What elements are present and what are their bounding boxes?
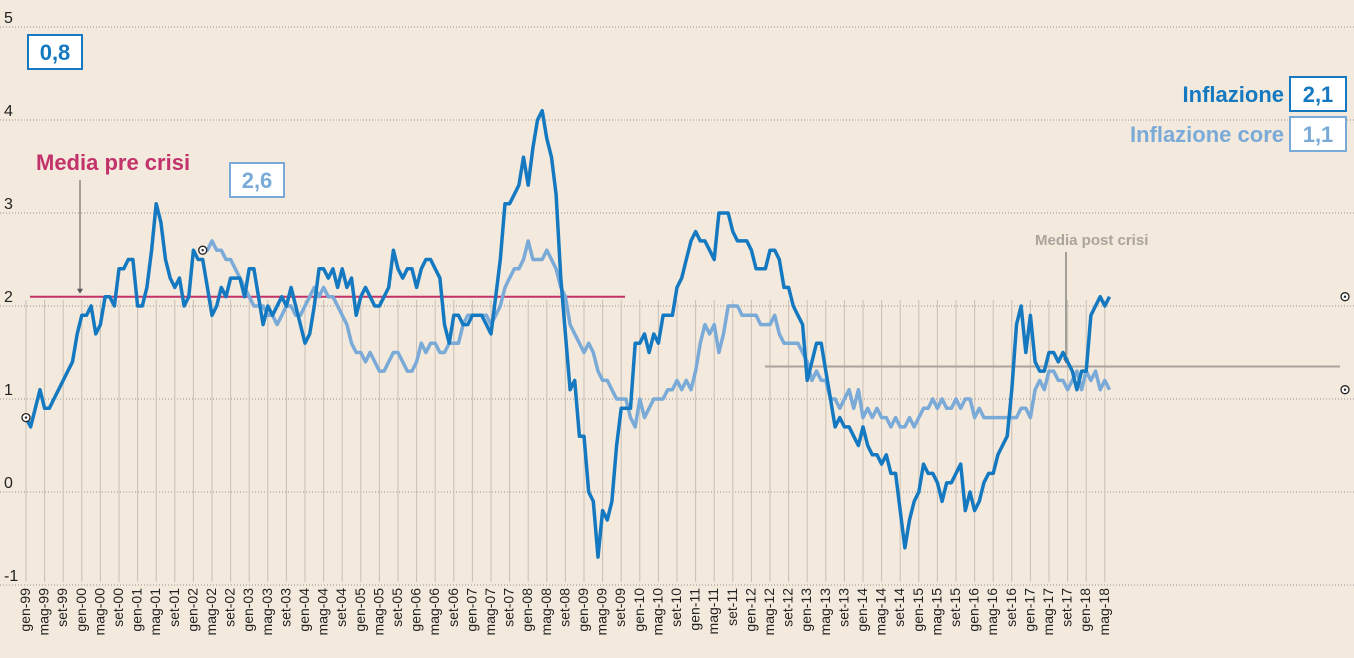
x-tick-label: gen-06 xyxy=(408,588,424,632)
legend-inflazione: Inflazione xyxy=(1183,82,1284,107)
value-inflazione: 2,1 xyxy=(1303,82,1334,107)
x-tick-label: set-99 xyxy=(54,588,70,627)
x-tick-label: mag-11 xyxy=(705,588,721,635)
x-tick-label: gen-17 xyxy=(1021,588,1037,632)
x-tick-label: gen-99 xyxy=(17,588,33,632)
x-tick-label: gen-10 xyxy=(631,588,647,632)
x-tick-label: set-13 xyxy=(835,588,851,627)
series-line-inflazione xyxy=(24,108,1112,559)
x-tick-label: set-05 xyxy=(389,588,405,627)
x-tick-label: set-08 xyxy=(556,588,572,627)
x-tick-label: mag-18 xyxy=(1096,588,1112,636)
start-marker-inflazione-dot xyxy=(24,416,28,419)
x-tick-label: set-11 xyxy=(724,588,740,626)
x-tick-label: mag-17 xyxy=(1040,588,1056,636)
x-tick-label: set-15 xyxy=(947,588,963,627)
month-ticks xyxy=(25,300,1106,582)
x-tick-label: set-00 xyxy=(110,588,126,627)
media-post-crisi-label: Media post crisi xyxy=(1035,232,1148,249)
y-axis: -1 0 1 2 3 4 5 xyxy=(4,10,18,585)
x-tick-label: gen-07 xyxy=(463,588,479,632)
x-tick-label: mag-02 xyxy=(203,588,219,636)
x-tick-label: mag-12 xyxy=(761,588,777,636)
x-tick-label: gen-14 xyxy=(854,588,870,632)
x-tick-label: set-10 xyxy=(668,588,684,627)
x-tick-label: mag-16 xyxy=(984,588,1000,636)
x-tick-label: mag-10 xyxy=(649,588,665,636)
x-tick-label: gen-09 xyxy=(575,588,591,632)
x-tick-label: set-01 xyxy=(166,588,182,627)
x-tick-label: set-14 xyxy=(891,588,907,627)
x-tick-label: set-03 xyxy=(277,588,293,627)
y-tick-label: -1 xyxy=(4,568,18,585)
x-tick-label: set-09 xyxy=(612,588,628,627)
reference-lines xyxy=(30,180,1340,368)
x-tick-label: gen-02 xyxy=(184,588,200,632)
x-tick-label: mag-03 xyxy=(259,588,275,636)
x-tick-label: set-04 xyxy=(333,588,349,627)
legend-inflazione-core: Inflazione core xyxy=(1130,122,1284,147)
x-tick-label: gen-04 xyxy=(296,588,312,632)
series-line-inflazione-core xyxy=(202,239,1112,429)
y-tick-label: 4 xyxy=(4,103,13,120)
y-tick-label: 5 xyxy=(4,10,13,27)
x-tick-label: gen-15 xyxy=(910,588,926,632)
value-core: 1,1 xyxy=(1303,122,1334,147)
x-tick-label: gen-12 xyxy=(742,588,758,632)
y-tick-label: 2 xyxy=(4,289,13,306)
value-box-core: 1,1 xyxy=(1289,116,1347,152)
start-box-core: 2,6 xyxy=(229,162,285,198)
x-tick-label: set-12 xyxy=(780,588,796,627)
x-tick-label: mag-13 xyxy=(817,588,833,636)
media-pre-crisi-label: Media pre crisi xyxy=(36,150,190,175)
x-tick-label: gen-05 xyxy=(352,588,368,632)
media-pre-arrowhead xyxy=(77,288,83,294)
x-tick-label: mag-05 xyxy=(370,588,386,636)
x-tick-label: mag-99 xyxy=(36,588,52,636)
x-tick-label: mag-08 xyxy=(538,588,554,636)
start-marker-core-dot xyxy=(201,249,204,252)
end-marker-inflazione-dot xyxy=(1343,295,1347,298)
x-tick-label: gen-11 xyxy=(687,588,703,631)
x-tick-label: gen-03 xyxy=(240,588,256,632)
end-marker-core-dot xyxy=(1343,388,1347,391)
x-tick-label: gen-00 xyxy=(73,588,89,632)
x-tick-label: mag-14 xyxy=(873,588,889,636)
start-value-core: 2,6 xyxy=(242,168,273,193)
y-tick-label: 3 xyxy=(4,196,13,213)
value-box-inflazione: 2,1 xyxy=(1289,76,1347,112)
x-tick-label: gen-16 xyxy=(966,588,982,632)
x-tick-label: set-16 xyxy=(1003,588,1019,627)
x-axis: gen-99 mag-99 set-99 gen-00 mag-00 set-00 gen-… xyxy=(17,588,1112,636)
x-tick-label: mag-06 xyxy=(426,588,442,636)
x-tick-label: mag-15 xyxy=(928,588,944,636)
y-tick-label: 1 xyxy=(4,382,13,399)
x-tick-label: mag-09 xyxy=(594,588,610,636)
start-box-inflazione: 0,8 xyxy=(27,34,83,70)
x-tick-label: set-17 xyxy=(1059,588,1075,627)
x-tick-label: mag-04 xyxy=(315,588,331,636)
series-layer xyxy=(21,108,1350,559)
x-tick-label: set-07 xyxy=(501,588,517,627)
x-tick-label: set-06 xyxy=(445,588,461,627)
x-tick-label: set-02 xyxy=(222,588,238,627)
x-tick-label: mag-00 xyxy=(91,588,107,636)
grid-layer xyxy=(0,26,1354,586)
x-tick-label: mag-01 xyxy=(147,588,163,636)
start-value-inflazione: 0,8 xyxy=(40,40,71,65)
y-tick-label: 0 xyxy=(4,475,13,492)
x-tick-label: mag-07 xyxy=(482,588,498,636)
x-tick-label: gen-18 xyxy=(1077,588,1093,632)
x-tick-label: gen-08 xyxy=(519,588,535,632)
x-tick-label: gen-01 xyxy=(129,588,145,632)
x-tick-label: gen-13 xyxy=(798,588,814,632)
